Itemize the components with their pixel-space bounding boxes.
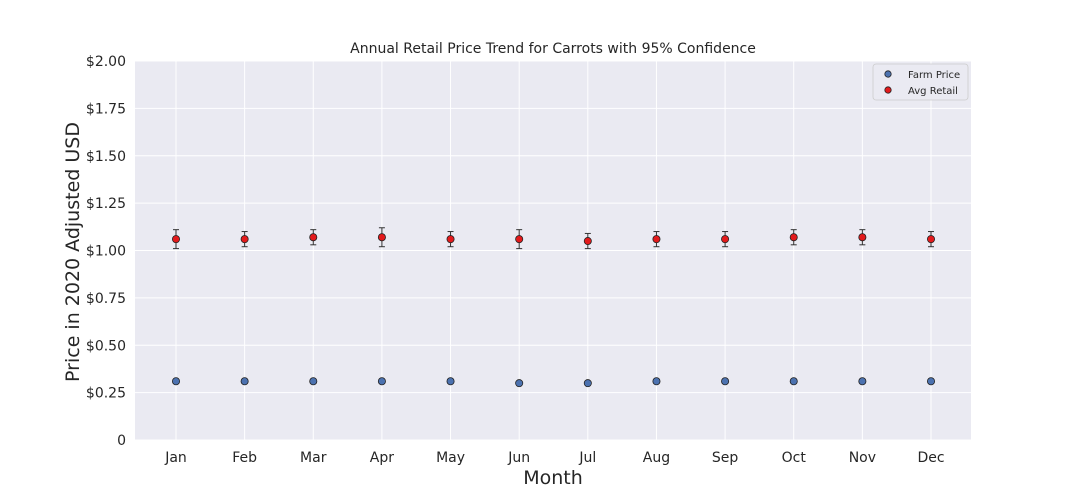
legend-marker-farm-price <box>884 70 892 78</box>
data-point-avg-retail <box>721 235 730 244</box>
data-point-avg-retail <box>377 233 386 242</box>
data-point-farm-price <box>309 377 318 386</box>
legend-box <box>872 63 969 101</box>
data-point-farm-price <box>789 377 798 386</box>
data-point-avg-retail <box>240 235 249 244</box>
data-point-farm-price <box>171 377 180 386</box>
y-tick-label: $0.25 <box>86 386 126 402</box>
legend-label-avg-retail: Avg Retail <box>908 86 958 97</box>
y-tick-label: $1.00 <box>86 244 126 260</box>
data-point-avg-retail <box>583 237 592 246</box>
x-tick-label: Jan <box>164 450 187 466</box>
chart-title: Annual Retail Price Trend for Carrots wi… <box>350 41 756 57</box>
data-point-farm-price <box>858 377 867 386</box>
data-point-farm-price <box>240 377 249 386</box>
x-tick-label: Apr <box>370 450 394 466</box>
x-tick-label: Jun <box>507 450 530 466</box>
data-point-farm-price <box>583 379 592 388</box>
x-tick-label: Dec <box>917 450 944 466</box>
x-tick-label: May <box>436 450 465 466</box>
data-point-farm-price <box>721 377 730 386</box>
x-axis-label: Month <box>523 467 583 489</box>
y-tick-labels: 0 $0.25 $0.50 $0.75 $1.00 $1.25 $1.50 $1.75 $2.0… <box>86 54 126 449</box>
legend: Farm Price Avg Retail <box>872 63 969 101</box>
data-point-farm-price <box>927 377 936 386</box>
legend-label-farm-price: Farm Price <box>908 70 960 81</box>
y-tick-label: 0 <box>117 433 126 449</box>
data-point-avg-retail <box>515 235 524 244</box>
data-point-avg-retail <box>309 233 318 242</box>
data-point-farm-price <box>377 377 386 386</box>
x-tick-label: Oct <box>782 450 807 466</box>
legend-marker-avg-retail <box>884 86 892 94</box>
gridlines <box>135 60 971 441</box>
x-tick-label: Mar <box>300 450 327 466</box>
y-tick-label: $1.25 <box>86 196 126 212</box>
x-tick-labels: Jan Feb Mar Apr May Jun Jul Aug Sep Oct Nov Dec <box>164 450 944 466</box>
x-tick-label: Sep <box>712 450 739 466</box>
y-tick-label: $1.75 <box>86 101 126 117</box>
data-point-farm-price <box>515 379 524 388</box>
data-point-avg-retail <box>927 235 936 244</box>
x-tick-label: Nov <box>849 450 876 466</box>
y-tick-label: $0.50 <box>86 338 126 354</box>
x-tick-label: Aug <box>643 450 670 466</box>
data-point-avg-retail <box>446 235 455 244</box>
data-points <box>171 233 936 388</box>
y-tick-label: $1.50 <box>86 149 126 165</box>
data-point-avg-retail <box>652 235 661 244</box>
x-tick-label: Jul <box>578 450 596 466</box>
data-point-farm-price <box>652 377 661 386</box>
y-axis-label: Price in 2020 Adjusted USD <box>62 122 84 382</box>
x-tick-label: Feb <box>232 450 257 466</box>
data-point-avg-retail <box>789 233 798 242</box>
y-tick-label: $2.00 <box>86 54 126 70</box>
data-point-avg-retail <box>858 233 867 242</box>
data-point-farm-price <box>446 377 455 386</box>
data-point-avg-retail <box>171 235 180 244</box>
y-tick-label: $0.75 <box>86 291 126 307</box>
